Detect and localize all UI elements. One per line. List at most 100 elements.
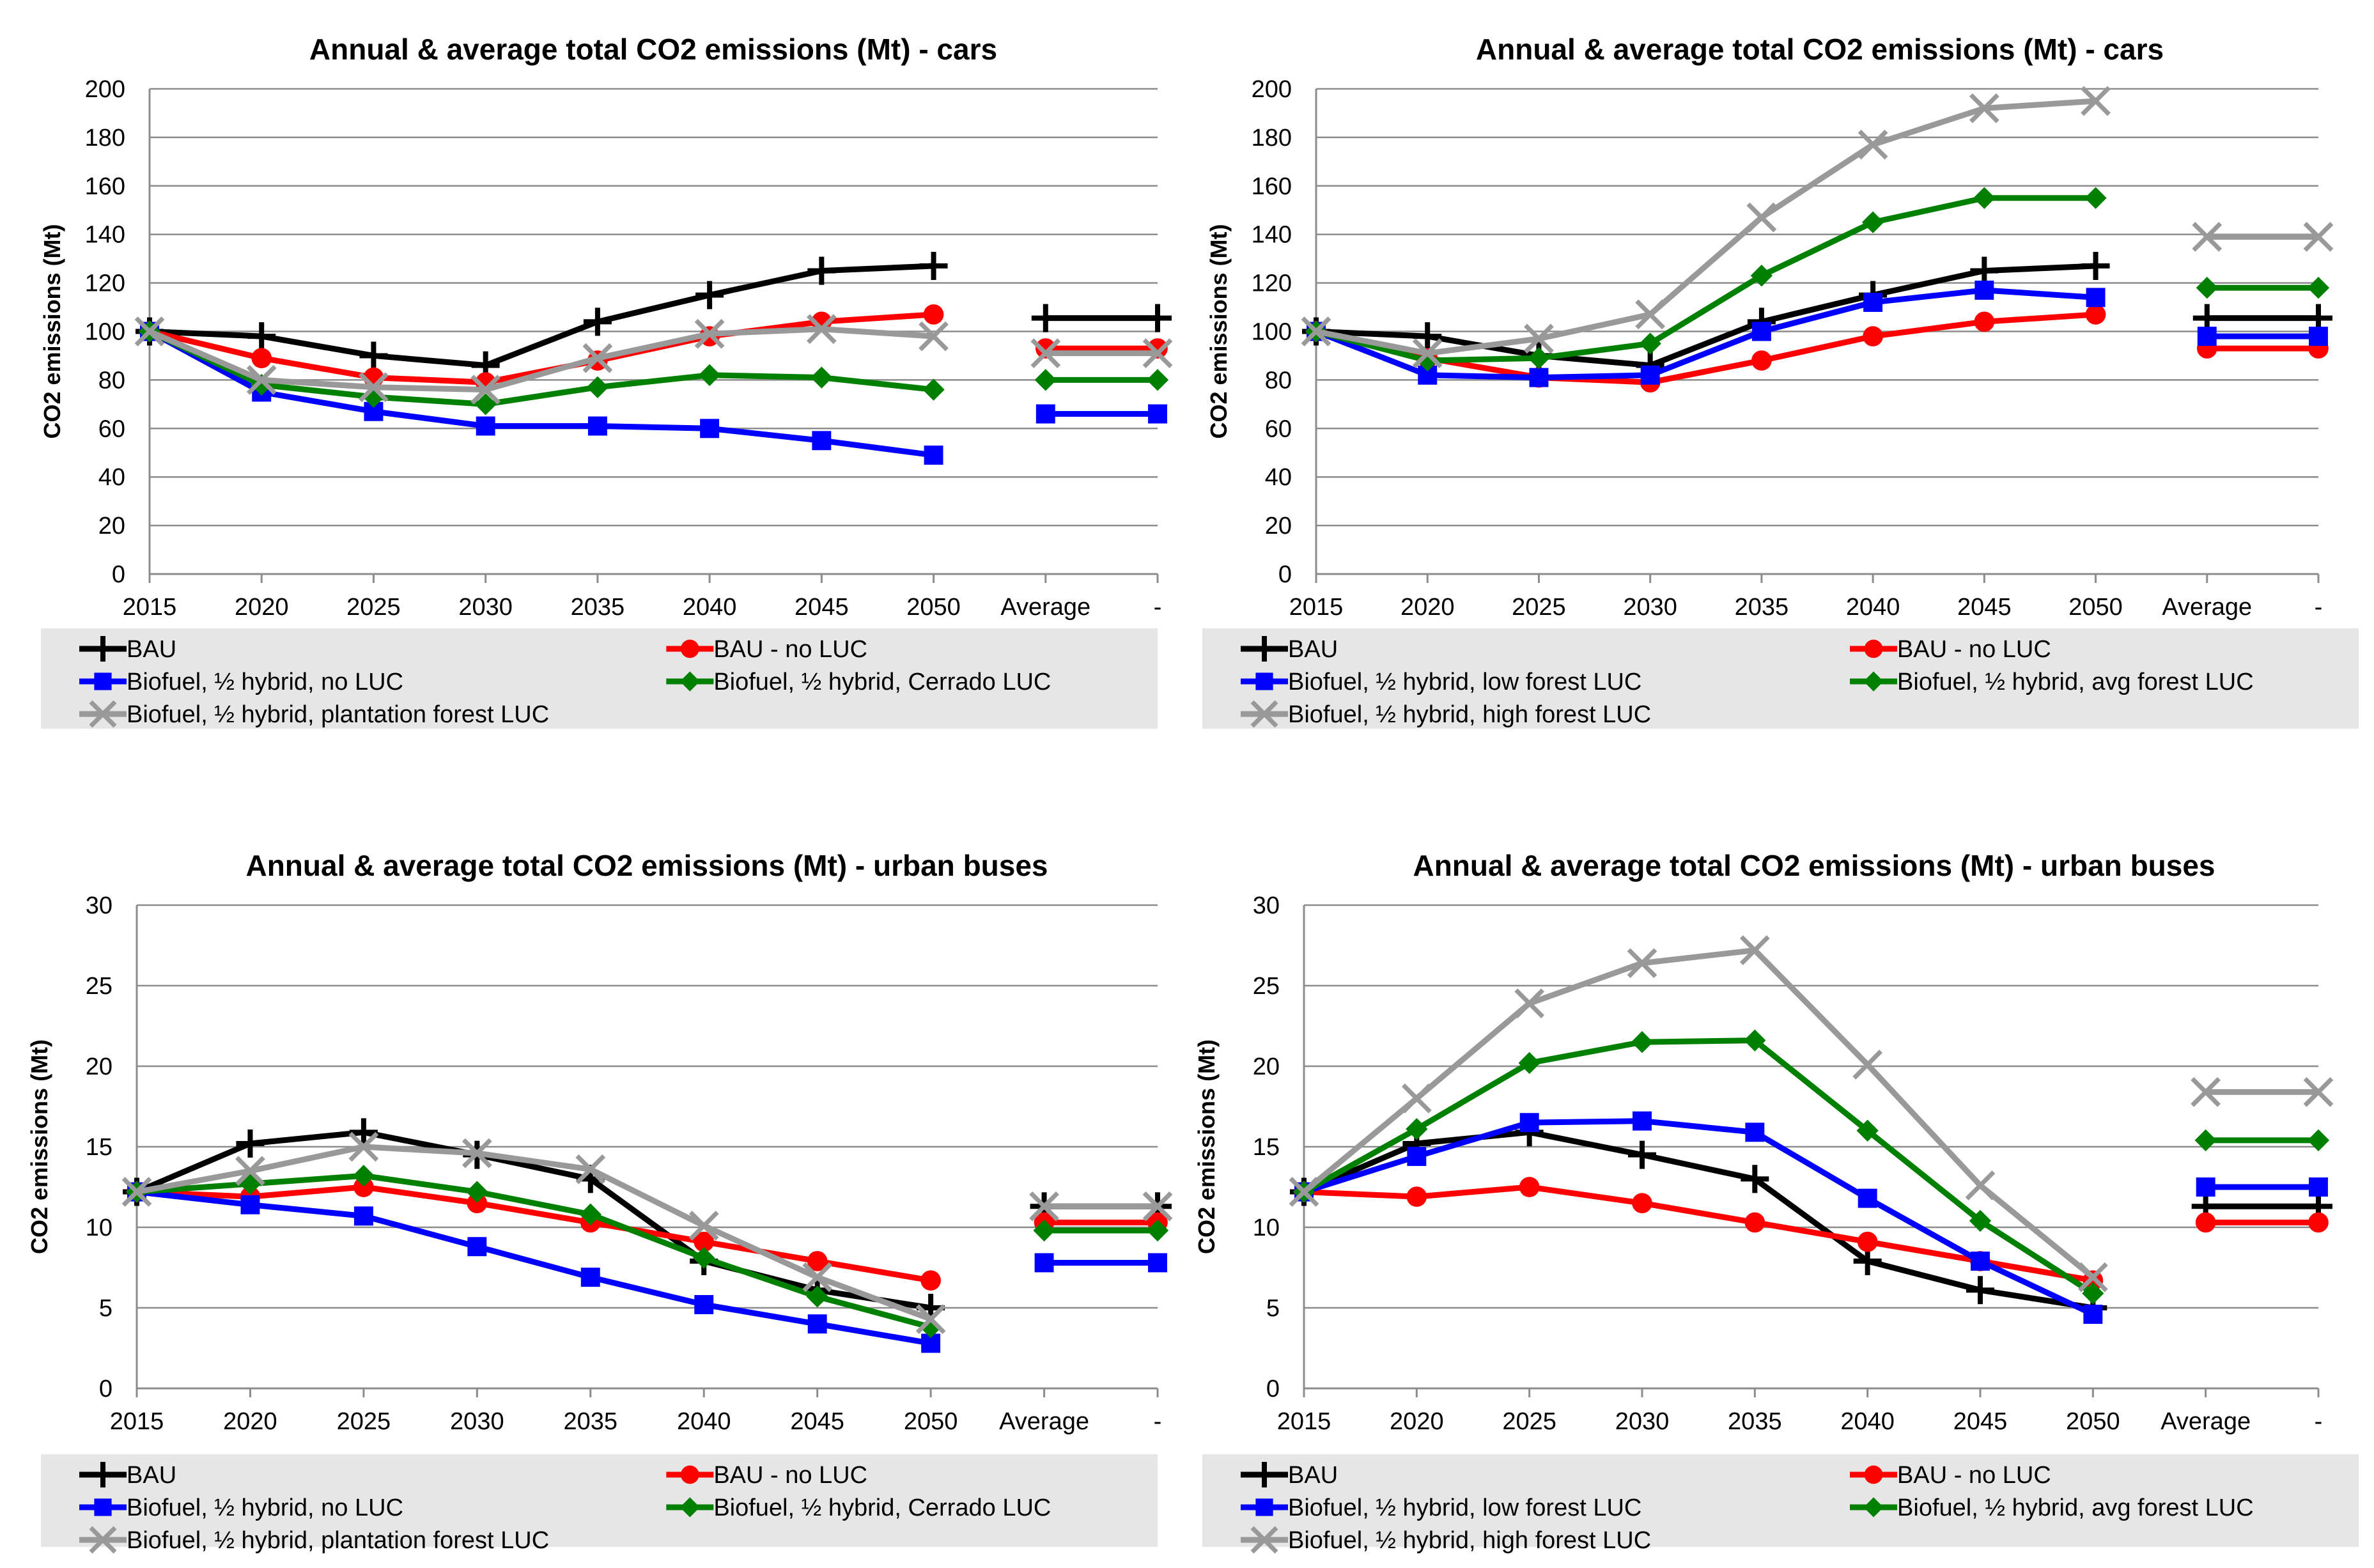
legend: BAU BAU - no LUC Biofuel, ½ hybrid, low fo… <box>1202 628 2359 729</box>
data-point <box>1640 365 1660 385</box>
x-tick-label: 2025 <box>346 594 401 621</box>
y-tick-label: 20 <box>86 1053 112 1080</box>
series-line <box>1313 287 2099 381</box>
legend-marker <box>1255 672 1273 690</box>
data-point <box>462 1138 492 1168</box>
x-tick-label: 2020 <box>223 1408 277 1435</box>
x-tick-label: 2040 <box>1840 1408 1895 1435</box>
data-point <box>467 1193 488 1214</box>
chart-title: Annual & average total CO2 emissions (Mt… <box>309 33 997 66</box>
data-point <box>807 256 836 285</box>
legend-label: Biofuel, ½ hybrid, Cerrado LUC <box>713 669 1051 695</box>
x-tick-label: - <box>1154 594 1162 621</box>
legend-item: Biofuel, ½ hybrid, plantation forest LUC <box>79 1526 549 1554</box>
series-3 <box>1307 281 2328 387</box>
legend-item: BAU - no LUC <box>1850 636 2051 663</box>
x-tick-label: 2025 <box>1512 594 1566 621</box>
data-point <box>807 1314 827 1334</box>
legend-item: BAU - no LUC <box>1850 1462 2051 1489</box>
x-tick-label: 2030 <box>450 1408 504 1435</box>
data-point <box>134 316 165 346</box>
y-tick-label: 20 <box>1253 1053 1280 1080</box>
legend-item: BAU <box>1241 636 1338 663</box>
legend-label: Biofuel, ½ hybrid, low forest LUC <box>1288 1494 1641 1521</box>
legend-marker <box>1252 1462 1277 1487</box>
series-line <box>1301 1129 2096 1311</box>
data-point <box>2082 1282 2104 1305</box>
y-tick-label: 180 <box>85 125 125 151</box>
data-point <box>923 304 944 325</box>
series-5 <box>1289 935 2334 1292</box>
data-point <box>1628 1140 1656 1169</box>
y-tick-label: 180 <box>1252 125 1292 151</box>
data-point <box>1632 1193 1652 1214</box>
series-4 <box>125 1165 1169 1339</box>
series-line <box>134 1129 934 1311</box>
series-5 <box>1301 86 2334 369</box>
series-line <box>134 1184 934 1284</box>
legend-marker <box>1250 1526 1278 1554</box>
average-point <box>2192 222 2223 252</box>
data-point <box>1856 1119 1879 1142</box>
legend-item: Biofuel, ½ hybrid, plantation forest LUC <box>79 700 549 728</box>
data-point <box>353 1206 373 1226</box>
data-point <box>1518 1052 1540 1075</box>
data-point <box>1627 948 1657 979</box>
data-point <box>1741 1165 1769 1193</box>
series-line <box>1301 1184 2096 1284</box>
data-point <box>1401 1083 1432 1114</box>
data-point <box>1289 1177 1319 1207</box>
legend-label: BAU <box>1288 1462 1338 1489</box>
y-tick-label: 80 <box>1265 367 1292 394</box>
y-axis-label: CO2 emissions (Mt) <box>26 1039 52 1254</box>
data-point <box>466 1181 488 1203</box>
series-3 <box>140 322 1167 465</box>
legend-marker <box>679 1497 700 1518</box>
x-tick-label: 2045 <box>1957 594 2012 621</box>
legend-box <box>41 1454 1158 1547</box>
series-5 <box>121 1131 1173 1335</box>
y-axis-label: CO2 emissions (Mt) <box>39 224 65 439</box>
x-tick-label: 2025 <box>337 1408 391 1435</box>
data-point <box>575 1154 606 1184</box>
series-line <box>134 1172 934 1330</box>
series-line <box>1301 947 2096 1280</box>
average-point <box>2196 1177 2215 1197</box>
legend-item: BAU - no LUC <box>666 636 867 663</box>
y-tick-label: 20 <box>98 513 125 539</box>
y-tick-label: 100 <box>1252 319 1292 346</box>
series-line <box>134 1144 934 1323</box>
data-point <box>1413 322 1442 351</box>
average-point <box>1148 404 1167 424</box>
data-point <box>1974 311 1995 332</box>
legend-marker <box>679 671 700 692</box>
data-point <box>359 341 388 370</box>
legend-marker <box>1863 671 1884 692</box>
data-point <box>474 393 497 415</box>
legend-marker <box>90 636 116 662</box>
chart-title: Annual & average total CO2 emissions (Mt… <box>245 849 1048 882</box>
legend-label: Biofuel, ½ hybrid, avg forest LUC <box>1897 669 2254 695</box>
data-point <box>694 1295 714 1314</box>
legend-box <box>1202 628 2359 729</box>
data-point <box>700 419 720 439</box>
x-tick-label: 2045 <box>795 594 849 621</box>
x-tick-label: 2050 <box>2068 594 2123 621</box>
chart-panel-4: Annual & average total CO2 emissions (Mt… <box>1193 849 2359 1554</box>
legend-label: BAU - no LUC <box>713 636 867 663</box>
legend-label: Biofuel, ½ hybrid, high forest LUC <box>1288 701 1651 728</box>
data-point <box>467 1237 487 1257</box>
average-point <box>2303 1076 2334 1107</box>
data-point <box>1528 347 1550 369</box>
y-tick-label: 30 <box>1253 892 1280 919</box>
average-point <box>1029 1191 1059 1222</box>
data-point <box>695 281 724 309</box>
series-line <box>134 1189 934 1346</box>
y-tick-label: 15 <box>1253 1134 1280 1161</box>
legend-item: Biofuel, ½ hybrid, no LUC <box>79 1494 403 1521</box>
legend-label: Biofuel, ½ hybrid, no LUC <box>127 1494 403 1521</box>
series-4 <box>138 320 1169 415</box>
y-tick-label: 100 <box>85 319 125 346</box>
average-point <box>1030 338 1061 369</box>
series-3 <box>127 1182 1167 1353</box>
